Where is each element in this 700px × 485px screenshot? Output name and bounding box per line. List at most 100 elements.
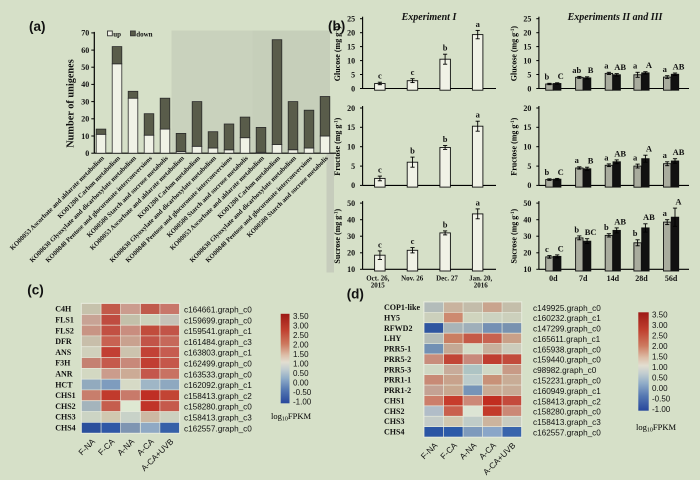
svg-text:5: 5 <box>351 70 355 79</box>
svg-text:0d: 0d <box>549 274 558 283</box>
svg-text:(d): (d) <box>347 287 364 302</box>
svg-text:c159541.graph_c1: c159541.graph_c1 <box>184 327 252 336</box>
svg-text:-1.00: -1.00 <box>652 405 671 414</box>
svg-text:(c): (c) <box>27 283 44 298</box>
svg-text:c: c <box>545 244 549 254</box>
svg-text:Jan. 20,: Jan. 20, <box>469 274 492 282</box>
svg-text:F3H: F3H <box>55 359 71 368</box>
svg-text:c152231.graph_c0: c152231.graph_c0 <box>533 377 601 386</box>
svg-text:10: 10 <box>523 143 531 152</box>
svg-text:c162092.graph_c1: c162092.graph_c1 <box>184 381 252 390</box>
svg-text:b: b <box>633 228 638 238</box>
svg-text:Fructose (mg g-1): Fructose (mg g-1) <box>333 117 342 175</box>
svg-text:5: 5 <box>527 70 531 79</box>
svg-text:C4H: C4H <box>55 305 72 314</box>
svg-text:c160949.graph_c1: c160949.graph_c1 <box>533 387 601 396</box>
svg-text:C: C <box>558 243 564 253</box>
svg-text:Number of unigenes: Number of unigenes <box>66 59 77 147</box>
svg-text:(b): (b) <box>328 19 345 34</box>
svg-text:25: 25 <box>347 15 355 24</box>
svg-text:ANR: ANR <box>55 370 73 379</box>
svg-text:PRR5-2: PRR5-2 <box>384 355 411 364</box>
svg-text:FLS2: FLS2 <box>55 326 74 335</box>
svg-text:5: 5 <box>351 162 355 171</box>
svg-text:AB: AB <box>614 216 626 226</box>
svg-text:DFR: DFR <box>55 337 72 346</box>
svg-text:log10FPKM: log10FPKM <box>271 411 311 423</box>
svg-text:-0.50: -0.50 <box>652 395 671 404</box>
svg-text:c160232.graph_c1: c160232.graph_c1 <box>533 314 601 323</box>
svg-text:1.00: 1.00 <box>293 360 309 369</box>
svg-text:0.00: 0.00 <box>652 384 668 393</box>
svg-text:PRR5-3: PRR5-3 <box>384 365 411 374</box>
svg-text:c159699.graph_c0: c159699.graph_c0 <box>184 316 252 325</box>
svg-text:c158413.graph_c3: c158413.graph_c3 <box>533 418 601 427</box>
svg-text:c: c <box>378 165 382 175</box>
svg-text:log10FPKM: log10FPKM <box>636 422 676 434</box>
svg-text:CHS2: CHS2 <box>55 402 75 411</box>
svg-text:0.50: 0.50 <box>293 369 309 378</box>
svg-text:c149925.graph_c0: c149925.graph_c0 <box>533 304 601 313</box>
svg-text:C: C <box>558 71 564 81</box>
svg-text:CHS3: CHS3 <box>384 417 404 426</box>
svg-text:c163803.graph_c1: c163803.graph_c1 <box>184 349 252 358</box>
svg-text:c158413.graph_c3: c158413.graph_c3 <box>184 414 252 423</box>
svg-text:A: A <box>646 144 653 154</box>
svg-text:7d: 7d <box>579 274 588 283</box>
svg-text:b: b <box>443 134 448 144</box>
svg-text:COP1-like: COP1-like <box>384 303 420 312</box>
svg-text:CHS2: CHS2 <box>384 407 404 416</box>
svg-text:20: 20 <box>81 115 89 124</box>
svg-text:b: b <box>545 72 550 82</box>
svg-text:c: c <box>411 236 415 246</box>
svg-text:CHS1: CHS1 <box>55 391 75 400</box>
svg-text:Dec. 27: Dec. 27 <box>436 274 458 282</box>
svg-text:c165611.graph_c1: c165611.graph_c1 <box>533 335 601 344</box>
svg-text:CHS1: CHS1 <box>384 397 404 406</box>
svg-text:5: 5 <box>527 162 531 171</box>
svg-text:2.00: 2.00 <box>293 341 309 350</box>
svg-text:60: 60 <box>81 46 89 55</box>
svg-text:A: A <box>675 197 682 207</box>
svg-text:50: 50 <box>81 63 89 72</box>
svg-text:c: c <box>378 71 382 81</box>
svg-text:3.00: 3.00 <box>293 322 309 331</box>
svg-text:Fructose (mg g-1): Fructose (mg g-1) <box>509 117 518 175</box>
svg-text:56d: 56d <box>665 274 678 283</box>
svg-text:c147299.graph_c0: c147299.graph_c0 <box>533 325 601 334</box>
svg-text:3.50: 3.50 <box>652 311 668 320</box>
svg-text:c165938.graph_c0: c165938.graph_c0 <box>533 345 601 354</box>
svg-text:2.50: 2.50 <box>293 331 309 340</box>
svg-text:20: 20 <box>347 249 355 258</box>
svg-text:b: b <box>443 43 448 53</box>
svg-text:c158280.graph_c0: c158280.graph_c0 <box>184 403 252 412</box>
svg-text:up: up <box>113 31 121 39</box>
svg-text:c162499.graph_c0: c162499.graph_c0 <box>184 360 252 369</box>
svg-text:c: c <box>378 239 382 249</box>
svg-text:30: 30 <box>81 97 89 106</box>
svg-text:HCT: HCT <box>55 380 73 389</box>
svg-text:c159440.graph_c0: c159440.graph_c0 <box>533 356 601 365</box>
svg-text:c164661.graph_c0: c164661.graph_c0 <box>184 306 252 315</box>
svg-text:a: a <box>633 153 638 163</box>
svg-text:10: 10 <box>347 265 355 274</box>
svg-text:15: 15 <box>347 42 355 51</box>
svg-text:10: 10 <box>347 56 355 65</box>
svg-text:b: b <box>604 222 609 232</box>
svg-text:40: 40 <box>81 80 89 89</box>
svg-text:b: b <box>545 167 550 177</box>
svg-text:30: 30 <box>347 232 355 241</box>
svg-text:C: C <box>558 167 564 177</box>
svg-text:ab: ab <box>572 65 581 75</box>
svg-text:c162557.graph_c0: c162557.graph_c0 <box>533 428 601 437</box>
svg-text:A: A <box>646 60 653 70</box>
svg-text:0: 0 <box>351 84 355 93</box>
svg-text:down: down <box>136 31 152 39</box>
svg-text:20: 20 <box>347 29 355 38</box>
svg-text:3.50: 3.50 <box>293 312 309 321</box>
svg-text:Oct. 26,: Oct. 26, <box>366 274 389 282</box>
svg-text:-1.00: -1.00 <box>293 398 312 407</box>
svg-text:2.50: 2.50 <box>652 332 668 341</box>
svg-text:a: a <box>663 150 668 160</box>
svg-text:AB: AB <box>614 148 626 158</box>
